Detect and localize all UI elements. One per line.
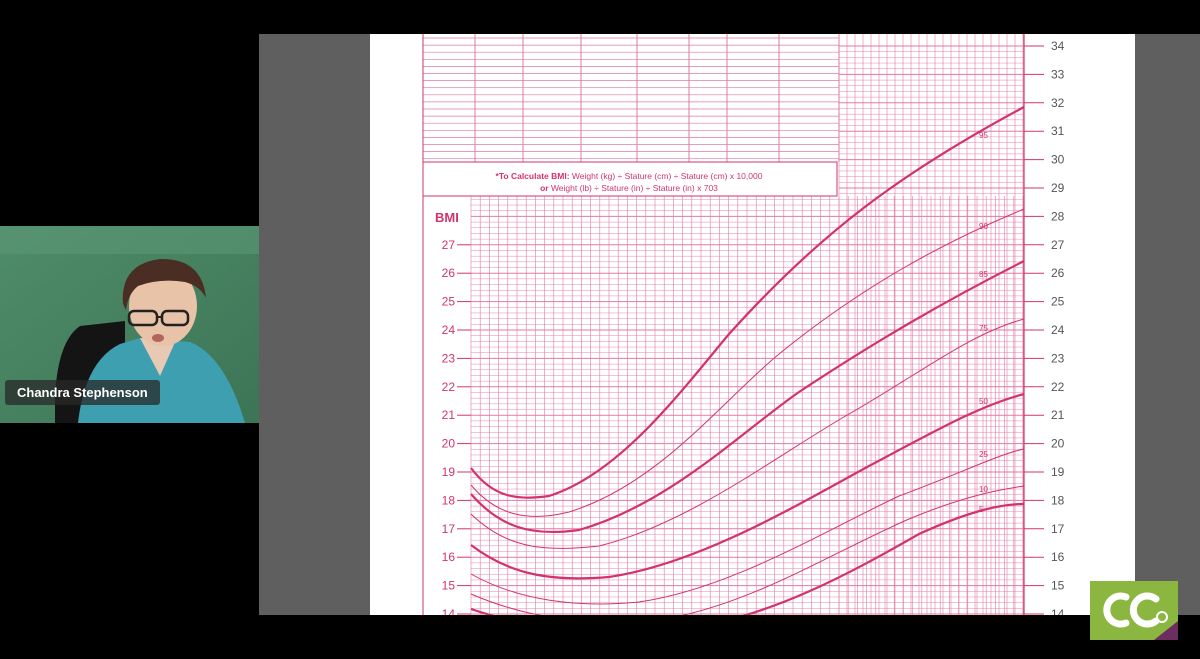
percentile-label-90: 90 — [979, 222, 988, 231]
right-axis-tick-label: 16 — [1051, 550, 1065, 564]
right-axis-tick-label: 23 — [1051, 351, 1065, 365]
speaker-name-label: Chandra Stephenson — [5, 380, 160, 405]
percentile-curve-90 — [470, 208, 1025, 517]
right-axis-tick-label: 31 — [1051, 124, 1065, 138]
percentile-curve-85 — [470, 260, 1025, 534]
percentile-curve-95 — [470, 106, 1025, 499]
left-axis-tick-label: 19 — [442, 465, 456, 479]
left-axis-tick-label: 23 — [442, 351, 456, 365]
percentile-label-50: 50 — [979, 397, 988, 406]
right-axis-tick-label: 24 — [1051, 323, 1065, 337]
bmi-growth-chart: *To Calculate BMI: Weight (kg) ÷ Stature… — [370, 34, 1135, 615]
percentile-label-10: 10 — [979, 485, 988, 494]
brand-logo — [1090, 581, 1178, 640]
percentile-curve-75 — [470, 318, 1025, 549]
left-axis-tick-label: 20 — [442, 437, 456, 451]
percentile-label-25: 25 — [979, 450, 988, 459]
bmi-axis-title: BMI — [435, 210, 459, 225]
left-axis-tick-label: 22 — [442, 380, 456, 394]
percentile-label-75: 75 — [979, 324, 988, 333]
percentile-curve-50 — [470, 392, 1025, 580]
right-axis-tick-label: 22 — [1051, 380, 1065, 394]
formula-box — [422, 161, 838, 197]
right-axis-tick-label: 14 — [1051, 607, 1065, 615]
percentile-label-85: 85 — [979, 270, 988, 279]
right-axis-tick-label: 27 — [1051, 238, 1065, 252]
right-axis-tick-label: 34 — [1051, 39, 1065, 53]
left-axis: 27 26 25 24 23 22 21 20 19 18 17 16 15 14 — [442, 238, 471, 615]
percentile-curves: 95 90 85 75 50 25 10 5 — [470, 106, 1025, 615]
right-axis-tick-label: 32 — [1051, 96, 1065, 110]
left-axis-tick-label: 26 — [442, 266, 456, 280]
left-axis-tick-label: 18 — [442, 493, 456, 507]
left-axis-tick-label: 21 — [442, 408, 456, 422]
right-axis: 34 33 32 31 30 29 28 27 26 25 24 23 22 21 20 19 18 17 16 15… — [1024, 39, 1065, 615]
right-axis-tick-label: 30 — [1051, 153, 1065, 167]
percentile-curve-10 — [470, 485, 1025, 615]
shared-screen: *To Calculate BMI: Weight (kg) ÷ Stature… — [259, 34, 1200, 615]
formula-line-2: or Weight (lb) ÷ Stature (in) ÷ Stature … — [540, 183, 718, 193]
left-axis-tick-label: 16 — [442, 550, 456, 564]
right-axis-tick-label: 18 — [1051, 493, 1065, 507]
left-axis-tick-label: 27 — [442, 238, 456, 252]
left-axis-tick-label: 25 — [442, 295, 456, 309]
percentile-label-95: 95 — [979, 131, 988, 140]
right-axis-tick-label: 29 — [1051, 181, 1065, 195]
right-axis-tick-label: 15 — [1051, 579, 1065, 593]
right-axis-tick-label: 17 — [1051, 522, 1065, 536]
right-axis-tick-label: 26 — [1051, 266, 1065, 280]
left-axis-tick-label: 14 — [442, 607, 456, 615]
right-axis-tick-label: 28 — [1051, 209, 1065, 223]
left-axis-tick-label: 15 — [442, 579, 456, 593]
right-axis-tick-label: 25 — [1051, 295, 1065, 309]
right-axis-tick-label: 21 — [1051, 408, 1065, 422]
right-axis-tick-label: 20 — [1051, 437, 1065, 451]
right-axis-tick-label: 19 — [1051, 465, 1065, 479]
percentile-label-5: 5 — [979, 505, 984, 514]
left-axis-tick-label: 24 — [442, 323, 456, 337]
right-axis-tick-label: 33 — [1051, 67, 1065, 81]
left-axis-tick-label: 17 — [442, 522, 456, 536]
formula-line-1: *To Calculate BMI: Weight (kg) ÷ Stature… — [496, 171, 763, 181]
percentile-curve-25 — [470, 448, 1025, 605]
percentile-curve-5 — [470, 502, 1025, 615]
